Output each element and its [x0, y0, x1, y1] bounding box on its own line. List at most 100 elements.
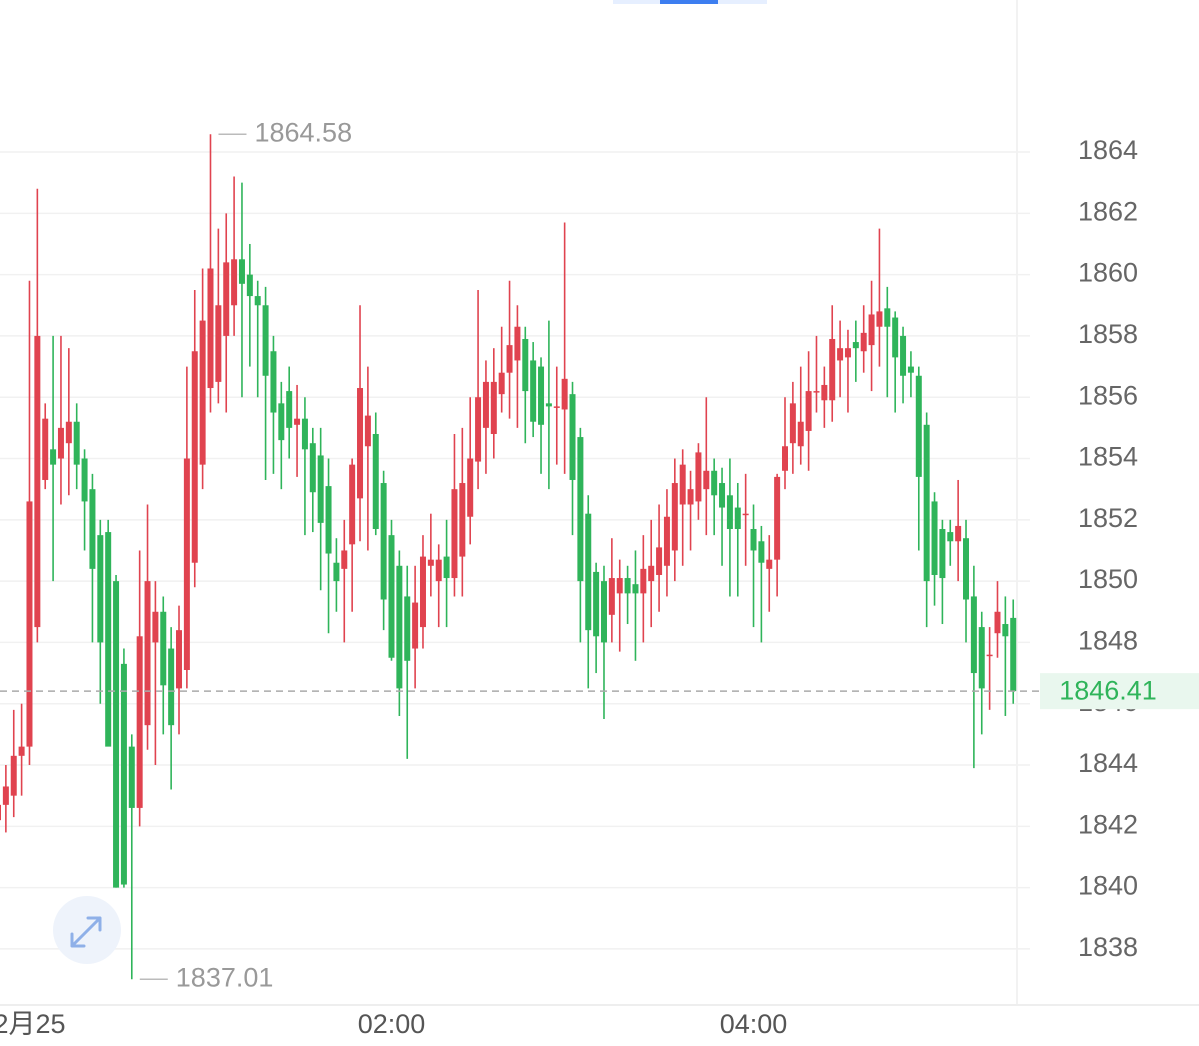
candle-body	[113, 581, 120, 888]
y-tick-label: 1840	[1078, 871, 1138, 901]
candle-body	[711, 470, 718, 496]
candle-body	[837, 348, 844, 361]
candle-body	[939, 529, 946, 579]
candle-body	[719, 483, 726, 508]
candle-body	[671, 483, 678, 551]
candle-body	[128, 746, 135, 808]
candle-body	[301, 418, 308, 450]
candle-body	[286, 391, 293, 428]
candle-body	[978, 627, 985, 689]
candle-body	[915, 375, 922, 477]
candle-body	[246, 274, 253, 297]
candle-body	[758, 541, 765, 563]
candle-body	[490, 381, 497, 434]
candle-body	[443, 556, 450, 579]
candle-body	[254, 296, 261, 306]
candle-body	[380, 483, 387, 600]
candle-body	[404, 596, 411, 661]
candle-body	[593, 571, 600, 637]
candle-body	[892, 317, 899, 358]
candle-body	[2, 786, 9, 805]
candles	[0, 134, 1017, 980]
candle-body	[467, 458, 474, 517]
candle-body	[955, 525, 962, 542]
candle-body	[656, 547, 663, 575]
candle-body	[498, 372, 505, 395]
candle-body	[750, 529, 757, 551]
candle-body	[931, 501, 938, 575]
candle-body	[530, 360, 537, 422]
candle-body	[600, 581, 607, 643]
candle-body	[805, 391, 812, 431]
candle-body	[695, 452, 702, 502]
candle-body	[419, 556, 426, 628]
candle-body	[199, 320, 206, 465]
candle-body	[545, 403, 552, 407]
candle-body	[852, 342, 859, 349]
candle-body	[679, 464, 686, 505]
candle-body	[0, 804, 1, 821]
candle-body	[231, 259, 238, 306]
candle-body	[900, 335, 907, 376]
candle-body	[734, 507, 741, 530]
candle-body	[884, 308, 891, 327]
expand-button[interactable]	[53, 896, 121, 964]
candle-body	[514, 326, 521, 361]
candle-body	[26, 501, 33, 747]
candle-body	[726, 495, 733, 530]
last-price-label: 1846.41	[1059, 675, 1157, 705]
candle-body	[10, 755, 17, 796]
candle-body	[585, 513, 592, 631]
candle-body	[57, 427, 64, 459]
candle-body	[333, 562, 340, 582]
y-tick-label: 1864	[1078, 135, 1138, 165]
candle-body	[357, 388, 364, 499]
candle-body	[742, 513, 749, 516]
candle-body	[616, 578, 623, 594]
candle-body	[42, 418, 49, 480]
candle-body	[522, 338, 529, 392]
candle-body	[766, 559, 773, 569]
candle-body	[144, 581, 151, 726]
candle-body	[207, 268, 214, 389]
candle-body	[89, 489, 96, 569]
candle-body	[65, 421, 72, 444]
candle-body	[427, 559, 434, 566]
candle-body	[506, 345, 513, 373]
y-tick-label: 1860	[1078, 258, 1138, 288]
candle-body	[278, 403, 285, 441]
candle-body	[262, 305, 269, 376]
tab-indicator[interactable]	[660, 0, 718, 4]
candle-body	[648, 565, 655, 582]
candle-body	[687, 489, 694, 505]
candle-body	[412, 602, 419, 649]
candle-body	[105, 532, 112, 747]
candle-body	[970, 596, 977, 674]
candle-body	[97, 535, 104, 643]
candle-body	[553, 406, 560, 408]
y-tick-label: 1848	[1078, 626, 1138, 656]
y-tick-label: 1842	[1078, 809, 1138, 839]
candle-body	[183, 458, 190, 670]
candle-body	[1010, 617, 1017, 692]
candle-body	[986, 654, 993, 657]
y-tick-label: 1862	[1078, 196, 1138, 226]
candle-body	[482, 381, 489, 428]
candle-body	[435, 559, 442, 582]
candle-body	[632, 584, 639, 594]
candle-body	[81, 458, 88, 502]
candle-body	[923, 424, 930, 582]
candle-body	[821, 384, 828, 401]
candle-body	[561, 378, 568, 410]
candle-body	[372, 433, 379, 530]
overlay: 1864.58 1837.01 1846.41	[0, 117, 1199, 992]
candle-body	[215, 305, 222, 382]
candle-body	[994, 611, 1001, 634]
y-tick-label: 1856	[1078, 380, 1138, 410]
high-label: 1864.58	[254, 117, 352, 147]
candle-body	[349, 464, 356, 545]
x-tick-label: 2月25	[0, 1009, 66, 1039]
candle-body	[191, 351, 198, 563]
candle-body	[876, 311, 883, 327]
